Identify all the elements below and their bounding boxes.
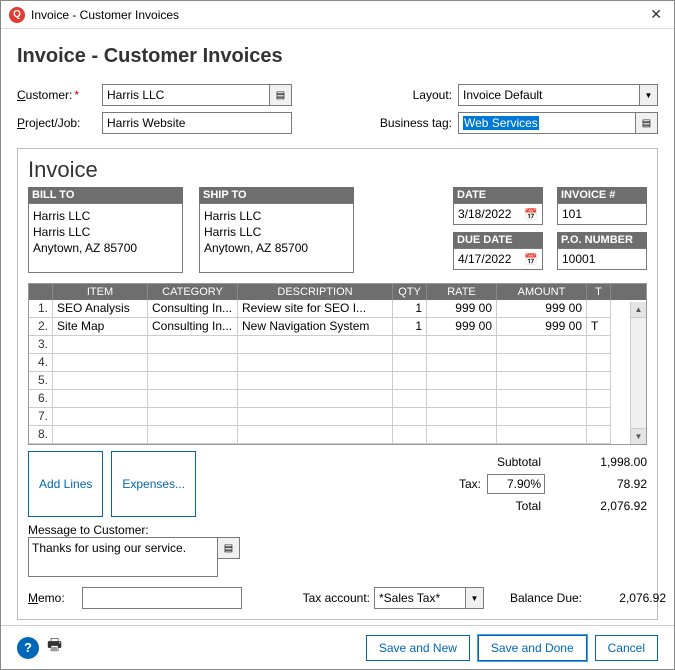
expenses-button[interactable]: Expenses... — [111, 451, 196, 517]
taxacct-label: Tax account: — [290, 591, 370, 605]
calendar-icon[interactable]: 📅 — [524, 253, 538, 266]
scroll-up-icon[interactable]: ▲ — [631, 302, 646, 318]
ship-to-header: SHIP TO — [199, 187, 354, 203]
close-icon[interactable]: ✕ — [646, 6, 666, 23]
customer-picker-icon[interactable]: ▤ — [270, 84, 292, 106]
balance-value: 2,076.92 — [586, 591, 666, 605]
col-item[interactable]: ITEM — [53, 284, 148, 300]
cancel-button[interactable]: Cancel — [595, 635, 658, 661]
tax-pct-input[interactable] — [487, 474, 545, 494]
tax-value: 78.92 — [547, 477, 647, 491]
layout-label: Layout: — [368, 88, 458, 102]
memo-label: Memo: — [28, 591, 78, 605]
due-header: DUE DATE — [453, 232, 543, 248]
table-row[interactable]: 7. — [29, 408, 646, 426]
app-icon: Q — [9, 7, 25, 23]
ship-to-box[interactable]: Harris LLC Harris LLC Anytown, AZ 85700 — [199, 203, 354, 273]
invoice-heading: Invoice — [28, 157, 647, 183]
due-field[interactable]: 4/17/2022📅 — [453, 248, 543, 270]
invno-header: INVOICE # — [557, 187, 647, 203]
line-items-grid[interactable]: ITEM CATEGORY DESCRIPTION QTY RATE AMOUN… — [28, 283, 647, 445]
scroll-down-icon[interactable]: ▼ — [631, 428, 646, 444]
help-icon[interactable]: ? — [17, 637, 39, 659]
project-label: Project/Job: — [17, 116, 102, 130]
titlebar: Q Invoice - Customer Invoices ✕ — [1, 1, 674, 29]
date-field[interactable]: 3/18/2022📅 — [453, 203, 543, 225]
project-input[interactable] — [102, 112, 292, 134]
message-picker-icon[interactable]: ▤ — [218, 537, 240, 559]
col-tax[interactable]: T — [587, 284, 611, 300]
table-row[interactable]: 4. — [29, 354, 646, 372]
table-row[interactable]: 1.SEO AnalysisConsulting In...Review sit… — [29, 300, 646, 318]
print-icon[interactable]: 🖶 — [47, 634, 62, 661]
col-rate[interactable]: RATE — [427, 284, 497, 300]
save-done-button[interactable]: Save and Done — [478, 635, 587, 661]
layout-caret-icon[interactable]: ▼ — [640, 84, 658, 106]
grid-scrollbar[interactable]: ▲ ▼ — [630, 302, 646, 444]
table-row[interactable]: 6. — [29, 390, 646, 408]
bill-to-box[interactable]: Harris LLC Harris LLC Anytown, AZ 85700 — [28, 203, 183, 273]
invno-field[interactable]: 101 — [557, 203, 647, 225]
total-value: 2,076.92 — [547, 499, 647, 513]
col-qty[interactable]: QTY — [393, 284, 427, 300]
bill-to-header: BILL TO — [28, 187, 183, 203]
table-row[interactable]: 8. — [29, 426, 646, 444]
tag-label: Business tag: — [368, 116, 458, 130]
save-new-button[interactable]: Save and New — [366, 635, 470, 661]
col-category[interactable]: CATEGORY — [148, 284, 238, 300]
po-field[interactable]: 10001 — [557, 248, 647, 270]
col-description[interactable]: DESCRIPTION — [238, 284, 393, 300]
total-label: Total — [487, 499, 547, 513]
po-header: P.O. NUMBER — [557, 232, 647, 248]
table-row[interactable]: 5. — [29, 372, 646, 390]
balance-label: Balance Due: — [492, 591, 582, 605]
message-label: Message to Customer: — [28, 523, 647, 537]
customer-label: Customer:* — [17, 88, 102, 102]
calendar-icon[interactable]: 📅 — [524, 208, 538, 221]
layout-select[interactable] — [458, 84, 640, 106]
window-title: Invoice - Customer Invoices — [31, 8, 646, 22]
table-row[interactable]: 2.Site MapConsulting In...New Navigation… — [29, 318, 646, 336]
message-input[interactable]: Thanks for using our service. — [28, 537, 218, 577]
taxacct-caret-icon[interactable]: ▼ — [466, 587, 484, 609]
add-lines-button[interactable]: Add Lines — [28, 451, 103, 517]
table-row[interactable]: 3. — [29, 336, 646, 354]
taxacct-select[interactable] — [374, 587, 466, 609]
subtotal-label: Subtotal — [487, 455, 547, 469]
tag-select[interactable]: Web Services — [458, 112, 636, 134]
memo-input[interactable] — [82, 587, 242, 609]
col-amount[interactable]: AMOUNT — [497, 284, 587, 300]
tag-picker-icon[interactable]: ▤ — [636, 112, 658, 134]
date-header: DATE — [453, 187, 543, 203]
customer-input[interactable] — [102, 84, 270, 106]
page-title: Invoice - Customer Invoices — [17, 45, 658, 68]
tax-label: Tax: — [407, 477, 487, 491]
subtotal-value: 1,998.00 — [547, 455, 647, 469]
